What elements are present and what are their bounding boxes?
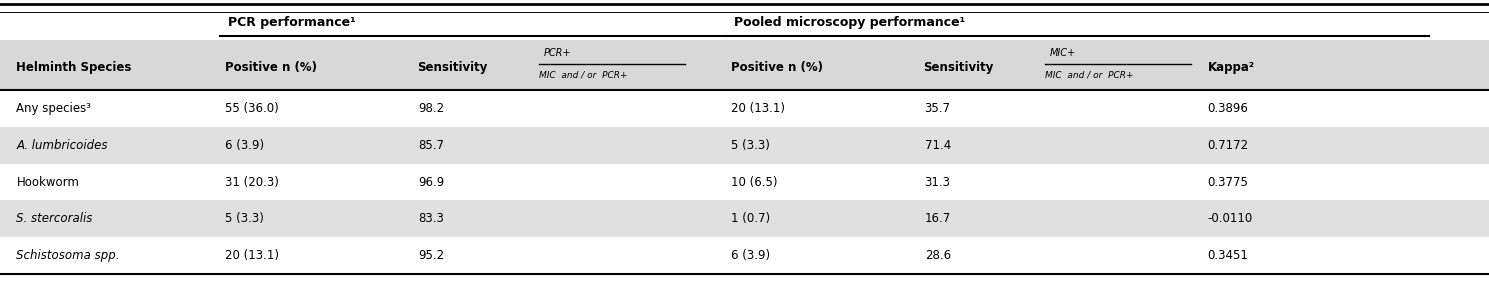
Text: PCR+: PCR+	[543, 48, 570, 58]
Text: A. lumbricoides: A. lumbricoides	[16, 139, 107, 152]
Text: 85.7: 85.7	[418, 139, 444, 152]
Text: Positive n (%): Positive n (%)	[225, 61, 317, 74]
Text: MIC  and / or  PCR+: MIC and / or PCR+	[539, 70, 627, 79]
Text: MIC+: MIC+	[1050, 48, 1077, 58]
Text: 5 (3.3): 5 (3.3)	[225, 212, 264, 226]
Text: Sensitivity: Sensitivity	[417, 61, 487, 74]
Text: Pooled microscopy performance¹: Pooled microscopy performance¹	[734, 16, 965, 29]
Text: S. stercoralis: S. stercoralis	[16, 212, 92, 226]
Text: Helminth Species: Helminth Species	[16, 61, 131, 74]
Text: 0.7172: 0.7172	[1208, 139, 1249, 152]
Text: 20 (13.1): 20 (13.1)	[731, 102, 785, 115]
Text: 10 (6.5): 10 (6.5)	[731, 175, 777, 189]
Text: 83.3: 83.3	[418, 212, 444, 226]
Text: 20 (13.1): 20 (13.1)	[225, 249, 278, 262]
Text: 0.3775: 0.3775	[1208, 175, 1248, 189]
Text: Sensitivity: Sensitivity	[923, 61, 993, 74]
Text: PCR performance¹: PCR performance¹	[228, 16, 356, 29]
Bar	[0, 200, 1489, 237]
Bar	[0, 90, 1489, 127]
Text: 28.6: 28.6	[925, 249, 951, 262]
Text: 35.7: 35.7	[925, 102, 950, 115]
Text: 31 (20.3): 31 (20.3)	[225, 175, 278, 189]
Bar	[0, 237, 1489, 274]
Text: 95.2: 95.2	[418, 249, 445, 262]
Text: 55 (36.0): 55 (36.0)	[225, 102, 278, 115]
Text: Positive n (%): Positive n (%)	[731, 61, 823, 74]
Text: 0.3896: 0.3896	[1208, 102, 1248, 115]
Text: Hookworm: Hookworm	[16, 175, 79, 189]
Bar	[0, 164, 1489, 200]
Text: 6 (3.9): 6 (3.9)	[731, 249, 770, 262]
Text: Schistosoma spp.: Schistosoma spp.	[16, 249, 121, 262]
Text: 96.9: 96.9	[418, 175, 445, 189]
Text: 0.3451: 0.3451	[1208, 249, 1248, 262]
Text: 98.2: 98.2	[418, 102, 445, 115]
Text: -0.0110: -0.0110	[1208, 212, 1252, 226]
Text: MIC  and / or  PCR+: MIC and / or PCR+	[1045, 70, 1133, 79]
Text: 71.4: 71.4	[925, 139, 951, 152]
Text: Kappa²: Kappa²	[1208, 61, 1255, 74]
Bar	[0, 40, 1489, 90]
Text: 5 (3.3): 5 (3.3)	[731, 139, 770, 152]
Bar	[0, 127, 1489, 164]
Text: 16.7: 16.7	[925, 212, 951, 226]
Text: 1 (0.7): 1 (0.7)	[731, 212, 770, 226]
Text: Any species³: Any species³	[16, 102, 91, 115]
Text: 6 (3.9): 6 (3.9)	[225, 139, 264, 152]
Text: 31.3: 31.3	[925, 175, 950, 189]
